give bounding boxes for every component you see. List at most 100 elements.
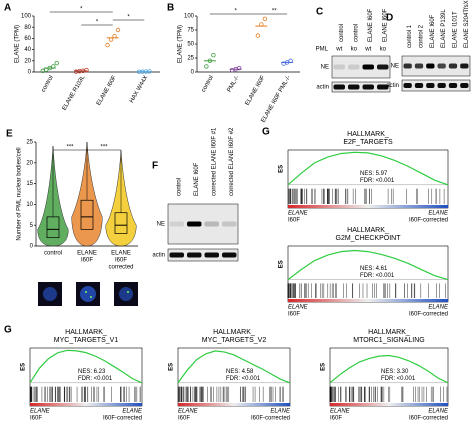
x-tick-label: corrected — [108, 265, 133, 271]
rank-bar — [288, 205, 448, 208]
band — [414, 83, 424, 88]
rank-bar — [288, 299, 448, 302]
band — [362, 64, 374, 70]
x-label: I60F — [288, 312, 300, 318]
x-tick-label: I60F — [115, 258, 127, 264]
data-point — [105, 42, 110, 48]
genotype: wt — [364, 47, 371, 53]
band — [426, 83, 435, 88]
fdr: FDR: <0.001 — [360, 273, 395, 279]
y-axis-label: ES — [21, 363, 27, 371]
blot-frame — [331, 55, 391, 79]
row-label: NE — [391, 64, 399, 70]
nes: NES: 3.30 — [381, 369, 409, 375]
data-point — [115, 27, 121, 33]
data-point — [84, 67, 89, 73]
lane-label: ELANE I60F — [430, 14, 436, 48]
x-label: ELANE — [288, 305, 309, 311]
nes: NES: 4.58 — [226, 369, 254, 375]
gsea-title: HALLMARK_ — [347, 227, 389, 234]
x-tick-label: control — [201, 75, 215, 94]
nes: NES: 5.97 — [360, 171, 388, 177]
y-tick-label: 40 — [24, 47, 31, 53]
genotype: ko — [351, 47, 358, 53]
y-tick-label: 15 — [26, 181, 33, 187]
band — [333, 64, 345, 70]
x-tick-label: ELANE I60F — [96, 75, 118, 107]
y-tick-label: 25 — [26, 140, 33, 146]
band — [403, 63, 412, 69]
lane-label: ELANE S204TfsX11 — [464, 0, 470, 48]
band — [426, 63, 435, 69]
x-label: I60F — [330, 416, 342, 422]
y-tick-label: 60 — [24, 36, 31, 42]
genotype: ko — [380, 47, 387, 53]
sig-label: * — [96, 20, 99, 26]
lane-label: ELANE I101T — [453, 11, 459, 48]
data-point — [211, 53, 216, 58]
x-label: I60F-corrected — [409, 416, 448, 422]
x-tick-label: HAX W44X — [129, 75, 149, 104]
y-tick-label: 20 — [24, 58, 31, 64]
data-point — [236, 65, 242, 71]
x-tick-label: control — [41, 75, 55, 94]
gsea-title: G2M_CHECKPOINT — [336, 235, 402, 242]
x-label: ELANE — [428, 305, 449, 311]
y-tick-label: 5 — [30, 223, 34, 229]
lane-label: control — [353, 24, 359, 42]
row-label: actin — [386, 83, 399, 89]
x-tick-label: ELANE I60F PML-/- — [261, 75, 293, 124]
lane-label: control — [176, 178, 182, 196]
x-label: I60F — [30, 416, 42, 422]
lane-label: control — [339, 24, 345, 42]
band — [348, 64, 360, 70]
band — [348, 84, 360, 90]
lane-label: ELANE P139L — [441, 9, 447, 48]
genotype: wt — [335, 47, 342, 53]
rank-bar — [178, 403, 290, 406]
lane-label: ELANE I60F — [368, 8, 374, 42]
rank-bar — [30, 403, 142, 406]
x-label: I60F — [178, 416, 190, 422]
y-tick-label: 20 — [26, 160, 33, 166]
x-tick-label: control — [44, 251, 62, 257]
es-curve — [177, 350, 291, 384]
y-tick-label: 0 — [30, 244, 34, 250]
x-label: ELANE — [288, 211, 309, 217]
band — [187, 221, 202, 227]
es-curve — [287, 249, 449, 281]
x-label: I60F-corrected — [409, 312, 448, 318]
y-axis-label: ES — [279, 260, 285, 268]
data-point — [204, 64, 209, 69]
panel-label: C — [316, 7, 323, 18]
band — [377, 64, 389, 70]
lane-label: corrected ELANE I60F #1 — [211, 127, 217, 196]
es-curve — [29, 349, 143, 384]
nes: NES: 6.23 — [78, 369, 106, 375]
gsea-title: E2F_TARGETS — [343, 139, 393, 146]
sig-label: * — [80, 7, 83, 13]
fdr: FDR: <0.001 — [78, 376, 113, 382]
panel-label: F — [152, 161, 158, 172]
band — [437, 63, 446, 69]
blot-frame — [331, 81, 391, 93]
row-label: PML — [316, 47, 329, 53]
panel-label: E — [6, 129, 13, 140]
band — [362, 84, 374, 90]
x-label: ELANE — [178, 409, 199, 415]
data-point — [255, 33, 261, 38]
panel-label: B — [167, 3, 174, 14]
x-label: I60F-corrected — [409, 218, 448, 224]
x-label: ELANE — [122, 409, 143, 415]
lane-label: control 1 — [407, 24, 413, 48]
y-tick-label: 100 — [21, 14, 32, 20]
y-tick-label: 100 — [184, 14, 195, 20]
x-tick-label: I60F — [81, 258, 93, 264]
y-axis-label: ELANE (TPM) — [15, 25, 21, 63]
x-label: I60F-corrected — [103, 416, 142, 422]
x-label: ELANE — [270, 409, 291, 415]
x-tick-label: ELANE I60F — [245, 75, 267, 107]
es-curve — [287, 151, 449, 186]
x-tick-label: ELANE R103L — [62, 74, 87, 111]
